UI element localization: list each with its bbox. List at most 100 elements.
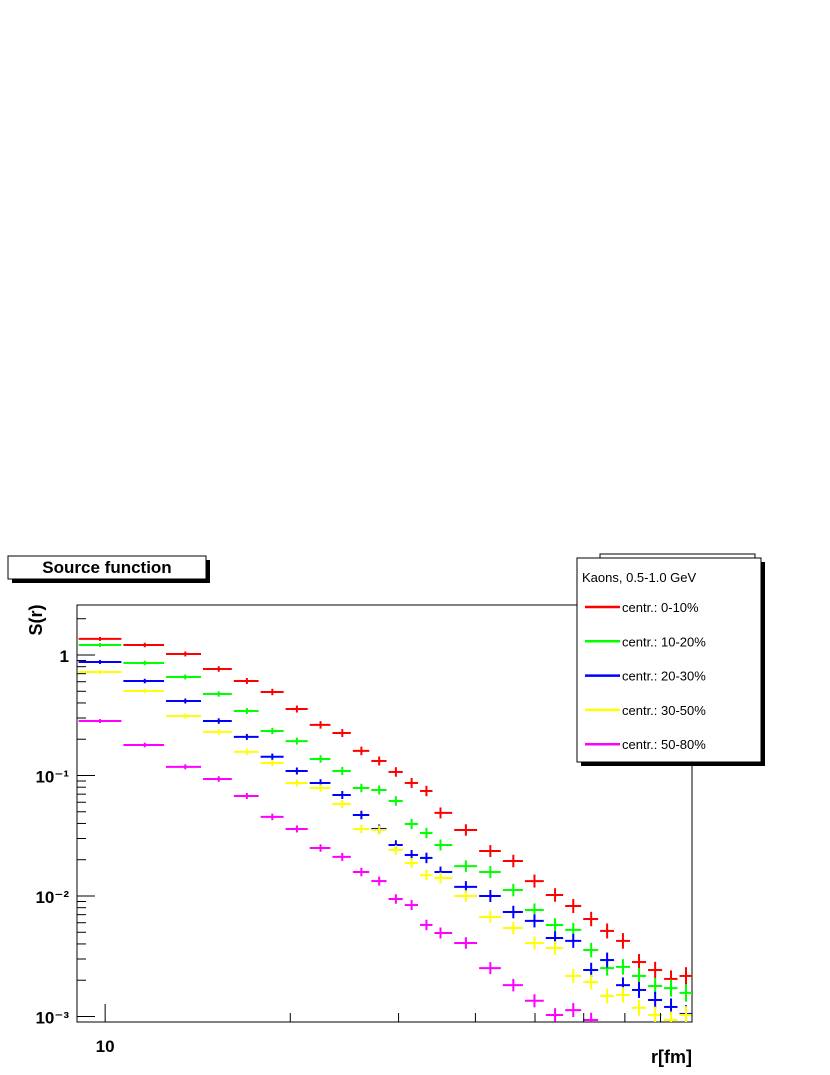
data-point <box>371 785 387 795</box>
data-point <box>648 991 663 1009</box>
data-point <box>233 707 259 714</box>
legend-label: centr.: 20-30% <box>622 669 706 684</box>
data-point <box>260 688 284 696</box>
data-point <box>545 1008 564 1022</box>
data-point <box>332 852 351 861</box>
data-point <box>388 894 403 904</box>
data-point <box>524 936 544 950</box>
data-point <box>434 839 453 851</box>
data-point <box>420 869 433 881</box>
data-point <box>166 698 202 704</box>
data-point <box>371 825 387 835</box>
data-point <box>583 974 599 990</box>
data-point <box>454 890 478 902</box>
y-tick-label: 1 <box>60 647 69 666</box>
data-point <box>371 756 387 766</box>
data-point <box>203 666 232 672</box>
data-point <box>600 988 615 1004</box>
data-point <box>203 776 232 782</box>
data-point <box>388 767 403 777</box>
data-point <box>434 927 453 939</box>
data-point <box>78 643 122 648</box>
data-point <box>479 910 501 923</box>
data-point <box>479 866 501 879</box>
data-point <box>616 959 630 975</box>
data-point <box>545 918 564 932</box>
data-point <box>404 777 419 788</box>
data-point <box>78 636 122 641</box>
data-point <box>309 784 331 792</box>
data-point <box>420 827 433 839</box>
data-point <box>285 767 308 775</box>
data-point <box>648 1006 663 1022</box>
data-point <box>631 981 647 998</box>
data-point <box>631 954 647 971</box>
data-point <box>203 729 232 735</box>
data-point <box>123 642 165 648</box>
data-point <box>679 967 692 985</box>
data-point <box>388 845 403 855</box>
data-point <box>352 867 370 877</box>
data-point <box>524 874 544 888</box>
data-point <box>332 790 351 799</box>
data-point <box>502 883 523 897</box>
data-point <box>583 1012 599 1022</box>
data-point <box>285 737 308 745</box>
data-point <box>454 860 478 872</box>
legend-label: centr.: 0-10% <box>622 600 699 615</box>
data-point <box>545 888 564 902</box>
data-point <box>233 748 259 755</box>
data-point <box>123 678 165 684</box>
plot-area <box>78 636 692 1022</box>
data-point <box>78 659 122 664</box>
data-point <box>679 984 692 1002</box>
data-point <box>166 764 202 770</box>
data-point <box>420 852 433 864</box>
data-point <box>524 914 544 928</box>
data-point <box>260 727 284 735</box>
data-point <box>123 688 165 694</box>
data-point <box>600 923 615 939</box>
data-point <box>454 937 478 949</box>
plot-frame <box>76 604 693 1023</box>
data-point <box>502 921 523 935</box>
data-point <box>502 854 523 868</box>
data-point <box>371 876 387 886</box>
data-point <box>203 718 232 724</box>
data-point <box>524 903 544 917</box>
legend-label: centr.: 10-20% <box>622 634 706 649</box>
data-point <box>479 962 501 975</box>
y-tick-label: 10⁻² <box>35 888 69 907</box>
data-point <box>332 800 351 809</box>
y-tick-label: 10⁻³ <box>35 1008 69 1027</box>
data-point <box>352 810 370 820</box>
data-point <box>565 898 582 913</box>
data-point <box>388 796 403 806</box>
data-point <box>78 670 122 675</box>
data-point <box>648 977 663 995</box>
data-point <box>285 825 308 833</box>
data-point <box>332 729 351 738</box>
data-point <box>648 961 663 979</box>
data-point <box>285 779 308 787</box>
data-point <box>233 678 259 685</box>
data-point <box>631 967 647 984</box>
data-point <box>600 952 615 968</box>
title-box <box>7 555 207 580</box>
data-point <box>434 872 453 884</box>
data-point <box>679 1006 692 1022</box>
data-point <box>352 824 370 834</box>
data-point <box>203 691 232 697</box>
data-point <box>502 905 523 919</box>
data-point <box>260 759 284 767</box>
data-point <box>502 978 523 992</box>
data-point <box>420 919 433 931</box>
data-point <box>332 766 351 775</box>
data-point <box>309 755 331 763</box>
data-point <box>166 674 202 680</box>
data-point <box>260 813 284 821</box>
data-point <box>404 900 419 911</box>
legend-label: centr.: 50-80% <box>622 737 706 752</box>
